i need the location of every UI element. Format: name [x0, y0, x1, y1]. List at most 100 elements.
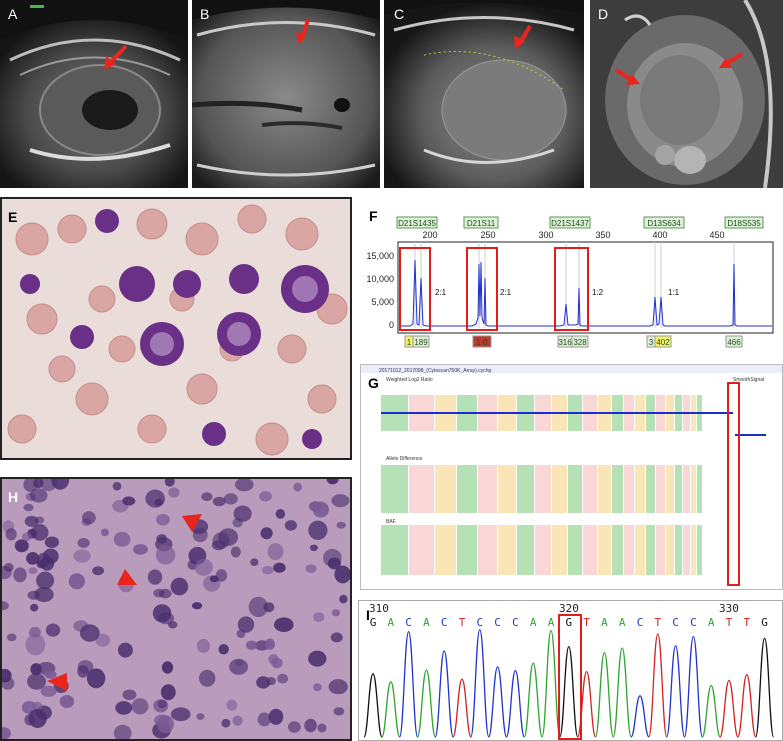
chromatogram-peak [754, 637, 775, 738]
chromosome-band [381, 465, 408, 513]
ultrasound-image [384, 2, 584, 188]
histology-image [2, 479, 350, 739]
nucleus [30, 663, 42, 676]
chromatogram-peak [648, 633, 668, 738]
nucleus [221, 718, 231, 728]
highlight-box [727, 382, 740, 586]
nucleus [92, 566, 104, 576]
red-arrow-icon [117, 569, 137, 585]
x-tick-label: 200 [422, 230, 437, 240]
micrograph-image [2, 199, 350, 458]
allele-box [654, 335, 672, 348]
marker-box [549, 216, 591, 229]
chromosome-band [435, 465, 456, 513]
nucleus [100, 528, 109, 537]
chromosome-band [683, 465, 690, 513]
nucleus [288, 721, 301, 733]
panel-a-ultrasound: A [0, 0, 188, 188]
nucleus [77, 538, 90, 548]
nucleus [215, 569, 228, 582]
allele-box [412, 335, 430, 348]
chromatogram-peak [416, 669, 437, 738]
nucleus [275, 509, 286, 519]
nucleus [164, 479, 175, 487]
nucleus [31, 524, 49, 541]
chromatogram-peak [381, 681, 401, 738]
chromosome-band [656, 525, 665, 575]
base-call: T [726, 616, 733, 629]
nucleus [122, 689, 137, 701]
base-call: G [370, 616, 377, 629]
nucleus [317, 723, 327, 733]
nucleus [113, 531, 131, 547]
nucleus [274, 617, 294, 632]
chromatogram-peak [737, 673, 757, 738]
nucleus [45, 623, 61, 637]
nucleus [112, 481, 122, 491]
chromatogram-peak [470, 628, 490, 738]
chromosome-band [683, 525, 690, 575]
panel-label: F [369, 208, 378, 224]
microarray-chart: 20171012_2017098_(Cytoscan750K_Array).cy… [361, 365, 782, 586]
chromosome-band [435, 525, 456, 575]
nucleus [237, 616, 255, 633]
nucleus [154, 714, 170, 727]
nucleus [170, 577, 189, 596]
nucleus [73, 549, 91, 563]
track-title: BAF [386, 519, 396, 525]
chromosome-band [535, 525, 551, 575]
nucleus [260, 527, 273, 540]
nucleus [170, 707, 191, 722]
marker-box [396, 216, 438, 229]
red-arrow-icon [296, 19, 310, 45]
nucleus [277, 673, 289, 684]
base-call: C [476, 616, 483, 629]
nucleus [28, 567, 38, 575]
nucleus [44, 536, 60, 548]
nucleus [250, 558, 259, 566]
chromatogram-peak [541, 629, 561, 738]
ratio-label: 2:1 [500, 288, 512, 297]
base-call: T [459, 616, 466, 629]
y-tick-label: 10,000 [366, 274, 394, 284]
chromosome-band [478, 465, 497, 513]
base-call: C [690, 616, 697, 629]
file-header: 20171012_2017098_(Cytoscan750K_Array).cy… [379, 368, 492, 374]
base-call: C [494, 616, 501, 629]
nucleus [25, 633, 46, 656]
chromatogram-peak [683, 635, 704, 738]
nucleus [308, 650, 327, 667]
chromatogram-peak [363, 673, 383, 738]
nucleus [34, 516, 45, 524]
nucleus [30, 603, 39, 612]
nucleus [196, 638, 211, 653]
chromatogram-peak [523, 662, 543, 738]
nucleus [159, 588, 172, 599]
ultrasound-image [0, 5, 188, 188]
nucleus [218, 644, 229, 655]
allele-box [472, 335, 492, 348]
x-tick-label: 300 [538, 230, 553, 240]
base-call: A [423, 616, 430, 629]
chromatogram-peak [701, 685, 721, 738]
nucleus [264, 638, 276, 650]
x-tick-label: 250 [480, 230, 495, 240]
nucleus [156, 534, 168, 544]
y-tick-label: 15,000 [366, 251, 394, 261]
nucleus [2, 727, 11, 739]
nucleus [273, 562, 286, 573]
chromosome-band [409, 525, 434, 575]
chromatogram-peak [434, 650, 454, 738]
nucleus [218, 528, 239, 546]
nucleus [157, 699, 167, 709]
nucleus [256, 676, 271, 689]
nucleus [334, 565, 350, 584]
nucleus [313, 683, 322, 692]
nucleus [161, 661, 174, 674]
nucleus [331, 494, 350, 508]
nucleus [68, 573, 85, 590]
nucleus [268, 654, 279, 665]
nucleus [23, 503, 34, 512]
nucleus [313, 612, 325, 622]
